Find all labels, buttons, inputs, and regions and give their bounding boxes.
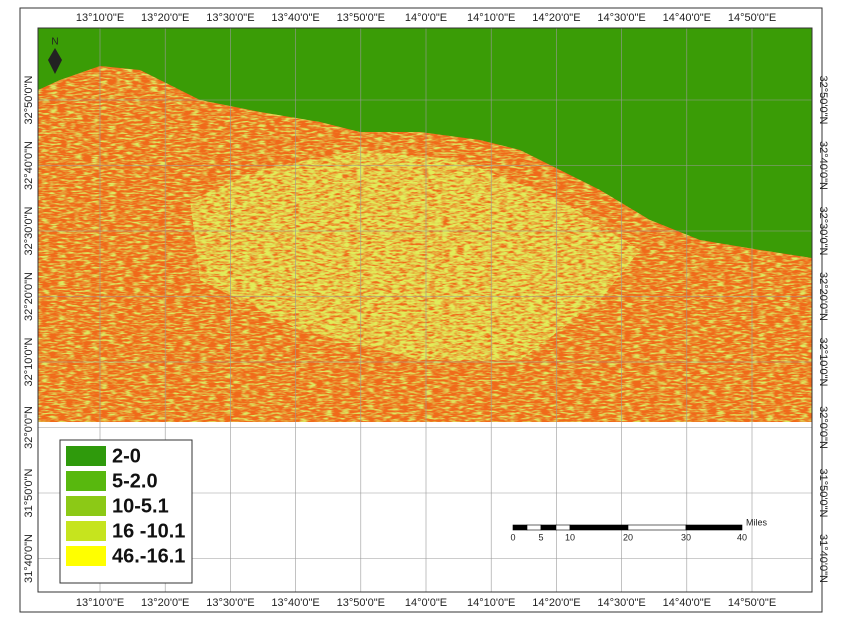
longitude-label-top: 14°40'0"E	[663, 12, 711, 24]
longitude-label-bottom: 14°50'0"E	[728, 597, 776, 609]
longitude-label-bottom: 13°20'0"E	[141, 597, 189, 609]
longitude-label-top: 14°0'0"E	[405, 12, 447, 24]
scale-unit: Miles	[746, 517, 768, 527]
scale-segment	[527, 525, 541, 530]
latitude-label-left: 31°40'0"N	[23, 534, 35, 583]
scale-segment	[541, 525, 556, 530]
latitude-label-left: 32°50'0"N	[23, 75, 35, 124]
longitude-label-bottom: 14°40'0"E	[663, 597, 711, 609]
map: 13°10'0"E 13°20'0"E 13°30'0"E 13°40'0"E 13°5…	[0, 0, 841, 616]
latitude-label-left: 32°10'0"N	[23, 337, 35, 386]
scale-label: 0	[510, 532, 515, 542]
longitude-label-top: 13°40'0"E	[271, 12, 319, 24]
legend-label: 2-0	[112, 445, 141, 467]
longitude-label-top: 14°20'0"E	[532, 12, 580, 24]
longitude-label-bottom: 14°0'0"E	[405, 597, 447, 609]
scale-label: 10	[565, 532, 575, 542]
longitude-label-top: 13°50'0"E	[337, 12, 385, 24]
longitude-label-bottom: 13°40'0"E	[271, 597, 319, 609]
scale-segment	[686, 525, 742, 530]
latitude-label-right: 31°50'0"N	[817, 469, 829, 518]
north-label: N	[51, 37, 58, 48]
longitude-label-top: 14°50'0"E	[728, 12, 776, 24]
longitude-label-top: 14°10'0"E	[467, 12, 515, 24]
longitude-label-bottom: 13°50'0"E	[337, 597, 385, 609]
legend-swatch	[66, 471, 106, 491]
latitude-label-left: 32°0'0"N	[23, 406, 35, 449]
scale-segment	[513, 525, 527, 530]
latitude-label-right: 32°30'0"N	[817, 207, 829, 256]
latitude-label-left: 32°20'0"N	[23, 272, 35, 321]
legend-swatch	[66, 496, 106, 516]
longitude-label-bottom: 14°10'0"E	[467, 597, 515, 609]
scale-segment	[556, 525, 570, 530]
longitude-label-bottom: 14°30'0"E	[597, 597, 645, 609]
longitude-label-bottom: 13°10'0"E	[76, 597, 124, 609]
scale-label: 30	[681, 532, 691, 542]
latitude-label-left: 32°40'0"N	[23, 141, 35, 190]
longitude-label-top: 13°10'0"E	[76, 12, 124, 24]
legend-label: 5-2.0	[112, 470, 158, 492]
latitude-label-right: 31°40'0"N	[817, 534, 829, 583]
scale-bar: 0 5 10 20 30 40 Miles	[510, 517, 767, 542]
legend-swatch	[66, 446, 106, 466]
scale-label: 20	[623, 532, 633, 542]
latitude-label-right: 32°40'0"N	[817, 141, 829, 190]
legend-swatch	[66, 521, 106, 541]
legend-swatch	[66, 546, 106, 566]
latitude-label-right: 32°50'0"N	[817, 76, 829, 125]
legend-label: 16 -10.1	[112, 520, 185, 542]
latitude-label-right: 32°0'0"N	[817, 406, 829, 449]
scale-label: 5	[538, 532, 543, 542]
latitude-label-right: 32°20'0"N	[817, 272, 829, 321]
latitude-label-left: 31°50'0"N	[23, 468, 35, 517]
scale-segment	[570, 525, 628, 530]
latitude-label-left: 32°30'0"N	[23, 206, 35, 255]
longitude-label-bottom: 13°30'0"E	[206, 597, 254, 609]
legend-label: 10-5.1	[112, 495, 169, 517]
longitude-label-top: 13°30'0"E	[206, 12, 254, 24]
latitude-label-right: 32°10'0"N	[817, 338, 829, 387]
longitude-label-top: 14°30'0"E	[597, 12, 645, 24]
legend-label: 46.-16.1	[112, 545, 185, 567]
scale-segment	[628, 525, 686, 530]
scale-label: 40	[737, 532, 747, 542]
longitude-label-bottom: 14°20'0"E	[532, 597, 580, 609]
longitude-label-top: 13°20'0"E	[141, 12, 189, 24]
